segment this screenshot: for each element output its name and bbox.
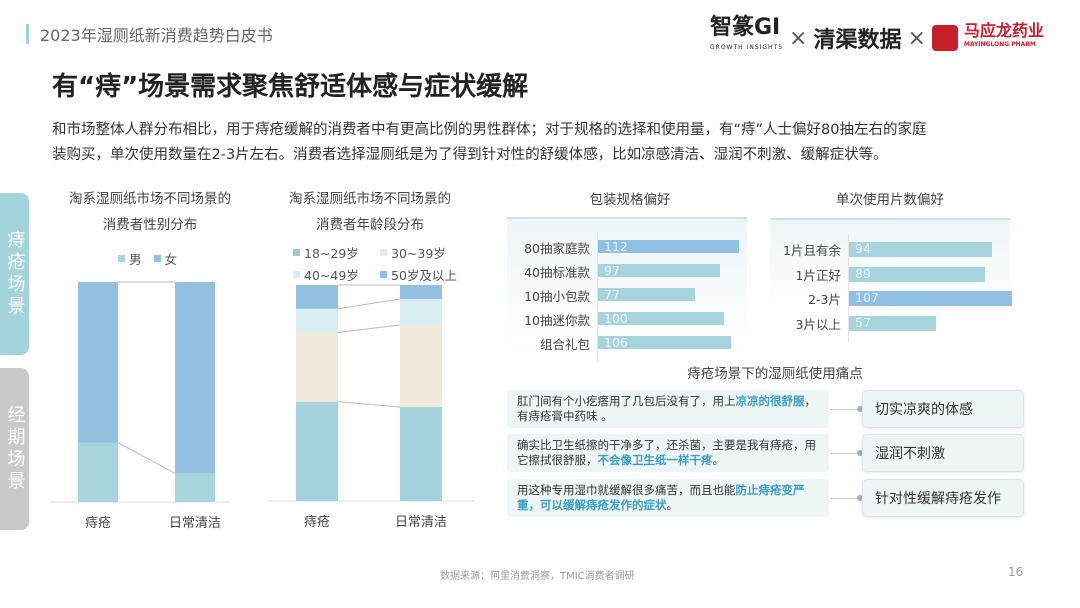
stack-segment-3 [296,285,338,309]
header-accent-bar [26,24,29,44]
user-quote: 确实比卫生纸擦的干净多了，还杀菌，主要是我有痔疮，用它擦拭很舒服，不会像卫生纸一… [507,434,829,472]
data-label: 94 [855,241,871,256]
category-label: 10抽迷你款 [524,313,590,328]
bar [598,312,724,325]
stack-segment-1 [78,282,118,443]
pain-point-tag: 湿润不刺激 [862,434,1024,472]
x-tick-label: 日常清洁 [169,516,221,531]
connector-dot [857,495,863,501]
data-label: 97 [604,263,620,278]
count-chart-title: 单次使用片数偏好 [836,192,944,208]
package-chart-bg [507,217,747,354]
legend-swatch [118,255,125,262]
qingqu-logo: 清渠数据 [813,28,902,53]
stack-segment-2 [400,299,442,325]
stack-segment-0 [296,401,338,501]
x-tick-label: 痔疮 [304,514,330,530]
bar [598,264,721,277]
bar [849,242,993,257]
category-label: 3片以上 [795,316,841,332]
category-label: 80抽家庭款 [524,241,590,256]
category-label: 10抽小包款 [524,289,590,304]
stack-segment-0 [400,407,442,501]
legend-label: 女 [164,252,178,267]
connector-line [830,409,858,410]
zhizhuan-logo: 智篆GI GROWTH INSIGHTS [710,15,784,52]
category-label: 1片正好 [795,267,841,283]
package-chart-title: 包装规格偏好 [589,192,671,208]
data-label: 89 [855,265,871,281]
age-chart-title: 淘系湿厕纸市场不同场景的 消费者年龄段分布 [289,191,451,233]
pain-point-tag: 切实凉爽的体感 [862,390,1024,428]
legend-label: 50岁及以上 [391,268,457,283]
stack-segment-1 [175,282,215,474]
page-title: 有“痔”场景需求聚焦舒适体感与症状缓解 [52,72,529,102]
stack-segment-3 [400,285,442,300]
connector-dot [857,406,863,412]
times-icon: × [907,25,926,51]
legend-label: 男 [129,252,142,267]
summary-paragraph: 和市场整体人群分布相比，用于痔疮缓解的消费者中有更高比例的男性群体；对于规格的选… [52,118,1042,168]
partner-logos: 智篆GI GROWTH INSIGHTS × 清渠数据 × 马应龙药业 MAYING… [710,15,1044,58]
category-label: 1片且有余 [783,243,841,258]
x-tick-label: 日常清洁 [395,515,447,530]
pain-point-tag: 针对性缓解痔疮发作 [862,479,1024,517]
connector-line [337,324,401,334]
legend-label: 40~49岁 [304,268,359,283]
data-label: 112 [604,239,628,254]
age-legend-1: 18~29岁 [293,243,359,262]
stack-segment-0 [175,473,215,502]
legend-label: 30~39岁 [391,246,446,261]
bar [849,315,936,331]
page-number: 16 [1008,565,1024,579]
stack-segment-1 [400,324,442,408]
bar [849,291,1012,306]
connector-line [337,298,401,310]
connector-dot [857,450,863,456]
bar [598,336,732,349]
paragraph-line: 和市场整体人群分布相比，用于痔疮缓解的消费者中有更高比例的男性群体；对于规格的选… [52,122,927,138]
connector-line [117,442,176,474]
user-quote: 肛门间有个小疙瘩用了几包后没有了，用上凉凉的很舒服，有痔疮膏中药味 。 [507,390,829,428]
pain-points-title: 痔疮场景下的湿厕纸使用痛点 [687,366,863,382]
stack-segment-0 [78,442,118,502]
bar [598,288,695,301]
mayinglong-logo: 马应龙药业 MAYINGLONG PHARM [963,21,1044,49]
tab-menstrual-scene[interactable]: 经期场景 [0,368,29,530]
data-label: 100 [604,311,628,326]
x-tick-label: 痔疮 [85,515,111,531]
y-axis [848,234,849,342]
legend-swatch [153,255,161,262]
data-label: 106 [604,335,628,350]
category-label: 组合礼包 [539,337,590,352]
gender-legend: 男 女 [118,249,177,268]
data-label: 57 [855,314,871,330]
age-legend-4: 50岁及以上 [380,265,457,284]
age-legend-3: 40~49岁 [293,265,359,284]
connector-line [337,401,401,408]
category-label: 2-3片 [808,292,841,307]
tab-hemorrhoid-scene[interactable]: 痔疮场景 [0,193,29,355]
age-legend-2: 30~39岁 [380,243,446,262]
paragraph-line: 装购买，单次使用数量在2-3片左右。消费者选择湿厕纸是为了得到针对性的舒缓体感，… [52,147,888,163]
data-label: 107 [855,290,879,305]
category-label: 40抽标准款 [524,265,590,280]
legend-label: 18~29岁 [304,246,359,261]
times-icon: × [789,25,808,51]
connector-line [830,498,858,499]
bar [598,240,739,253]
mayinglong-seal-icon [931,25,958,51]
data-label: 77 [604,287,620,302]
bar [849,266,985,282]
gender-chart-title: 淘系湿厕纸市场不同场景的 消费者性别分布 [69,191,231,233]
data-source: 数据来源：阿里消费洞察，TMIC消费者调研 [440,571,635,582]
user-quote: 用这种专用湿巾就缓解很多痛苦，而且也能防止痔疮变严重，可以缓解痔疮发作的症状。 [507,479,829,517]
stack-segment-1 [296,332,338,402]
stack-segment-2 [296,308,338,333]
doc-title: 2023年湿厕纸新消费趋势白皮书 [40,26,273,45]
y-axis [597,232,598,362]
connector-line [830,453,858,454]
